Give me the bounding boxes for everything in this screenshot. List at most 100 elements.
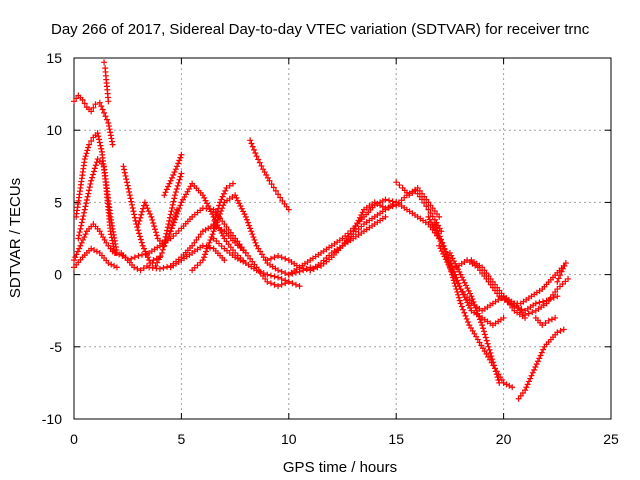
data-point-arc-3 (81, 209, 88, 216)
data-point-arc-24 (423, 203, 430, 210)
data-point-arc-8 (131, 211, 138, 218)
data-point-arc-15 (209, 231, 216, 238)
data-point-arc-20 (303, 266, 310, 273)
data-point-arc-18 (285, 278, 292, 285)
data-point-arc-26 (456, 297, 463, 304)
data-point-arc-32 (531, 366, 538, 373)
data-point-arc-9 (152, 229, 159, 236)
data-point-arc-1 (109, 138, 116, 145)
data-point-arc-28 (492, 365, 499, 372)
data-point-arc-15 (249, 231, 256, 238)
data-point-arc-14 (173, 213, 180, 220)
data-point-arc-8 (168, 208, 175, 215)
data-point-arc-20 (300, 265, 307, 272)
data-point-arc-16 (217, 199, 224, 206)
data-point-arc-15 (206, 239, 213, 246)
data-point-arc-28 (480, 325, 487, 332)
data-point-arc-4 (112, 249, 119, 256)
data-point-arc-8 (171, 192, 178, 199)
data-point-arc-23 (382, 205, 389, 212)
data-point-arc-10 (163, 186, 170, 193)
data-point-arc-11 (128, 255, 135, 262)
data-point-arc-3 (78, 219, 85, 226)
data-point-arc-28 (480, 328, 487, 335)
data-point-arc-32 (522, 387, 529, 394)
data-point-arc-24 (396, 182, 403, 189)
data-point-arc-8 (159, 246, 166, 253)
data-point-arc-33 (539, 322, 546, 329)
data-point-arc-10 (172, 166, 179, 173)
data-point-arc-19 (285, 206, 292, 213)
data-point-arc-10 (168, 174, 175, 181)
data-point-arc-28 (469, 296, 476, 303)
data-point-arc-11 (124, 257, 131, 264)
data-point-arc-19 (248, 140, 255, 147)
data-point-arc-14 (174, 210, 181, 217)
data-point-arc-9 (149, 216, 156, 223)
x-tick-label: 15 (388, 431, 404, 447)
data-point-arc-28 (490, 359, 497, 366)
data-point-arc-8 (128, 198, 135, 205)
data-point-arc-10 (174, 163, 181, 170)
data-point-arc-16 (215, 205, 222, 212)
data-point-arc-23 (351, 225, 358, 232)
data-point-arc-32 (532, 364, 539, 371)
data-point-arc-3 (83, 200, 90, 207)
data-point-arc-15 (204, 245, 211, 252)
data-point-arc-1 (107, 132, 114, 139)
data-point-arc-4 (109, 248, 116, 255)
data-point-arc-26 (455, 291, 462, 298)
data-point-arc-28 (452, 260, 459, 267)
data-point-arc-28 (492, 368, 499, 375)
data-point-arc-26 (454, 288, 461, 295)
x-tick-label: 10 (281, 431, 297, 447)
data-point-arc-8 (159, 249, 166, 256)
data-point-arc-28 (450, 258, 457, 265)
data-point-arc-25 (426, 216, 433, 223)
data-point-arc-32 (540, 346, 547, 353)
data-point-arc-10 (176, 157, 183, 164)
data-point-arc-34 (562, 260, 569, 267)
y-tick-label: 5 (54, 194, 62, 210)
data-point-arc-1 (98, 103, 105, 110)
data-point-arc-15 (205, 242, 212, 249)
data-point-arc-10 (165, 183, 172, 190)
data-point-arc-5 (91, 247, 98, 254)
data-point-arc-30 (532, 300, 539, 307)
data-point-arc-8 (166, 217, 173, 224)
data-point-arc-27 (440, 250, 447, 257)
data-point-arc-10 (161, 192, 168, 199)
data-point-arc-32 (533, 361, 540, 368)
data-point-arc-5 (111, 262, 118, 269)
data-point-arc-15 (251, 236, 258, 243)
data-point-arc-3 (88, 177, 95, 184)
data-point-arc-5 (108, 261, 115, 268)
data-point-arc-32 (528, 372, 535, 379)
data-point-arc-2 (98, 145, 105, 152)
data-point-arc-9 (141, 199, 148, 206)
data-point-arc-20 (271, 254, 278, 261)
data-point-arc-23 (354, 220, 361, 227)
data-point-arc-17 (289, 280, 296, 287)
data-point-arc-8 (144, 254, 151, 261)
data-point-arc-9 (138, 211, 145, 218)
data-point-arc-28 (448, 252, 455, 259)
data-point-arc-15 (236, 200, 243, 207)
data-point-arc-14 (205, 203, 212, 210)
data-point-arc-26 (435, 230, 442, 237)
data-point-arc-14 (207, 208, 214, 215)
data-point-arc-3 (89, 174, 96, 181)
data-point-arc-19 (249, 143, 256, 150)
data-point-arc-15 (247, 225, 254, 232)
data-point-arc-28 (484, 340, 491, 347)
data-point-arc-8 (169, 201, 176, 208)
data-point-arc-33 (542, 319, 549, 326)
data-point-arc-30 (554, 293, 561, 300)
data-point-arc-3 (77, 225, 84, 232)
data-point-arc-26 (433, 224, 440, 231)
data-point-arc-9 (152, 226, 159, 233)
data-point-arc-3 (91, 165, 98, 172)
data-point-arc-27 (448, 267, 455, 274)
data-point-arc-3 (86, 187, 93, 194)
data-point-arc-27 (444, 258, 451, 265)
